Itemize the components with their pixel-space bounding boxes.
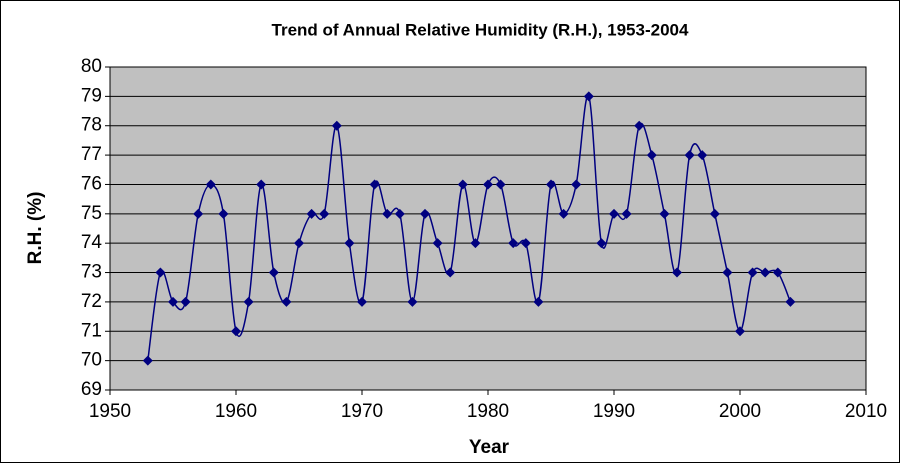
data-point: [231, 326, 241, 337]
y-tick-label: 77: [81, 144, 102, 165]
data-point: [621, 208, 632, 219]
data-point: [571, 179, 582, 190]
y-tick-label: 79: [81, 85, 102, 106]
data-point: [180, 296, 191, 307]
data-point: [684, 150, 695, 161]
x-axis-label: Year: [469, 437, 510, 458]
data-point: [722, 267, 733, 278]
y-tick-label: 75: [81, 203, 102, 224]
data-point: [268, 267, 279, 278]
data-point: [470, 238, 481, 249]
x-tick-label: 2000: [719, 401, 761, 422]
data-point: [508, 238, 519, 249]
plot-area: [110, 67, 866, 390]
y-tick-label: 72: [81, 291, 102, 312]
chart-title: Trend of Annual Relative Humidity (R.H.)…: [272, 20, 689, 39]
y-axis-label: R.H. (%): [25, 192, 46, 265]
data-point: [546, 179, 556, 190]
x-tick-label: 1950: [89, 401, 131, 422]
data-point: [697, 150, 708, 161]
data-point: [558, 208, 569, 219]
data-point: [785, 296, 796, 307]
y-tick-label: 74: [81, 232, 103, 253]
data-point: [634, 120, 645, 131]
data-point: [294, 238, 304, 249]
x-tick-label: 1960: [215, 401, 257, 422]
y-tick-label: 69: [81, 379, 102, 400]
x-tick-label: 1970: [341, 401, 383, 422]
data-point: [457, 179, 468, 190]
data-point: [155, 267, 166, 278]
data-point: [331, 120, 342, 131]
plot-border: [109, 66, 867, 391]
y-tick-label: 76: [81, 173, 102, 194]
data-point: [193, 208, 204, 219]
data-point: [533, 296, 544, 307]
data-point: [394, 208, 405, 219]
x-tick-label: 1980: [467, 401, 509, 422]
x-tick-label: 1990: [593, 401, 635, 422]
data-point: [344, 238, 355, 249]
data-point: [382, 208, 393, 219]
data-point: [747, 267, 758, 278]
data-point: [142, 355, 153, 366]
data-point: [495, 179, 506, 190]
data-point: [583, 91, 594, 102]
y-tick-label: 70: [81, 350, 102, 371]
data-point: [168, 296, 178, 307]
data-point: [609, 208, 619, 219]
data-point: [306, 208, 317, 219]
data-point: [281, 296, 292, 307]
data-point: [672, 267, 682, 278]
data-point: [483, 179, 493, 190]
data-point: [218, 208, 229, 219]
y-tick-label: 78: [81, 115, 102, 136]
data-point: [432, 238, 443, 249]
data-point: [420, 208, 430, 219]
data-point: [520, 238, 531, 249]
data-point: [407, 296, 418, 307]
data-point: [646, 150, 657, 161]
data-point: [709, 208, 720, 219]
data-point: [357, 296, 367, 307]
data-point: [256, 179, 267, 190]
y-tick-label: 80: [81, 56, 102, 77]
x-tick-label: 2010: [845, 401, 887, 422]
data-point: [205, 179, 216, 190]
data-point: [369, 179, 380, 190]
data-point: [760, 267, 771, 278]
data-point: [659, 208, 670, 219]
data-point: [243, 296, 254, 307]
data-point: [319, 208, 330, 219]
data-point: [445, 267, 456, 278]
y-tick-label: 71: [81, 320, 102, 341]
data-point: [735, 326, 745, 337]
y-tick-label: 73: [81, 262, 102, 283]
data-point: [596, 238, 607, 249]
data-point: [772, 267, 783, 278]
